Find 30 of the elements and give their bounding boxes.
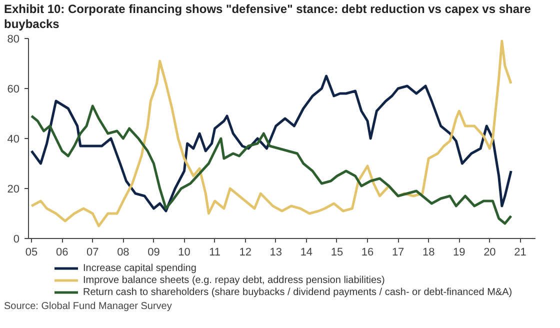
y-tick-label: 80 (7, 34, 20, 46)
legend-label: Increase capital spending (83, 262, 196, 274)
line-series (30, 104, 512, 225)
line-series (30, 74, 512, 212)
x-tick-label: 19 (453, 246, 466, 258)
x-tick-label: 13 (270, 246, 282, 258)
x-tick-label: 17 (392, 246, 404, 258)
source-note: Source: Global Fund Manager Survey (4, 300, 172, 314)
x-tick-label: 10 (178, 246, 190, 258)
x-tick-label: 07 (86, 246, 99, 258)
x-tick-label: 14 (300, 246, 313, 258)
y-tick-label: 0 (13, 234, 20, 246)
x-tick-label: 20 (484, 246, 496, 258)
x-tick-label: 15 (330, 246, 344, 258)
x-tick-label: 08 (117, 246, 130, 258)
x-tick-label: 11 (209, 246, 221, 258)
y-tick-label: 20 (7, 184, 20, 196)
y-tick-label: 60 (7, 84, 20, 96)
x-tick-label: 21 (514, 246, 526, 258)
x-tick-label: 18 (422, 246, 435, 258)
y-tick-label: 40 (7, 134, 20, 146)
x-tick-label: 06 (56, 246, 68, 258)
x-tick-label: 12 (239, 246, 252, 258)
x-tick-label: 05 (25, 246, 38, 258)
legend-label: Return cash to shareholders (share buybacks / dividend payments / cash- or debt-financed M&A) (83, 286, 512, 298)
line-series (30, 40, 512, 228)
x-tick-label: 09 (148, 246, 160, 258)
chart-title: Exhibit 10: Corporate financing shows "defensive" stance: debt reduction vs capex vs share buybacks (4, 2, 532, 32)
legend-label: Improve balance sheets (e.g. repay debt, address pension liabilities) (83, 274, 385, 286)
x-tick-label: 16 (361, 246, 374, 258)
